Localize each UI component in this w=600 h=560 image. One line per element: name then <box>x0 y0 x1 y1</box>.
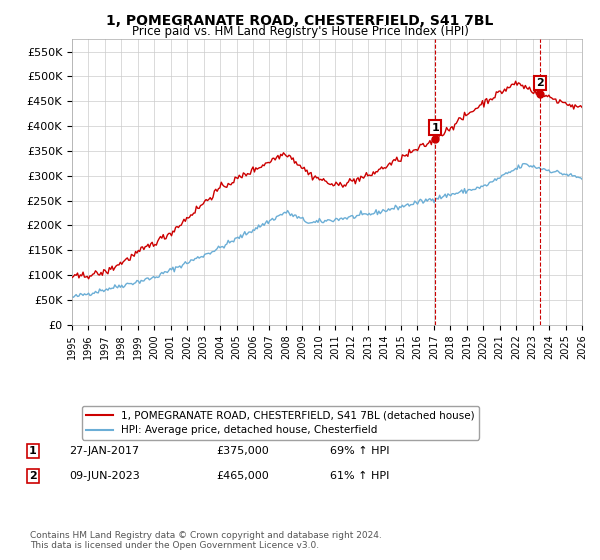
Text: 61% ↑ HPI: 61% ↑ HPI <box>330 471 389 481</box>
Text: 2: 2 <box>29 471 37 481</box>
Text: 69% ↑ HPI: 69% ↑ HPI <box>330 446 389 456</box>
Text: 1, POMEGRANATE ROAD, CHESTERFIELD, S41 7BL: 1, POMEGRANATE ROAD, CHESTERFIELD, S41 7… <box>106 14 494 28</box>
Text: 1: 1 <box>431 123 439 133</box>
Text: 2: 2 <box>536 78 544 88</box>
Text: Contains HM Land Registry data © Crown copyright and database right 2024.
This d: Contains HM Land Registry data © Crown c… <box>30 530 382 550</box>
Text: £375,000: £375,000 <box>216 446 269 456</box>
Text: £465,000: £465,000 <box>216 471 269 481</box>
Text: 1: 1 <box>29 446 37 456</box>
Text: Price paid vs. HM Land Registry's House Price Index (HPI): Price paid vs. HM Land Registry's House … <box>131 25 469 38</box>
Text: 27-JAN-2017: 27-JAN-2017 <box>69 446 139 456</box>
Text: 09-JUN-2023: 09-JUN-2023 <box>69 471 140 481</box>
Legend: 1, POMEGRANATE ROAD, CHESTERFIELD, S41 7BL (detached house), HPI: Average price,: 1, POMEGRANATE ROAD, CHESTERFIELD, S41 7… <box>82 406 479 440</box>
